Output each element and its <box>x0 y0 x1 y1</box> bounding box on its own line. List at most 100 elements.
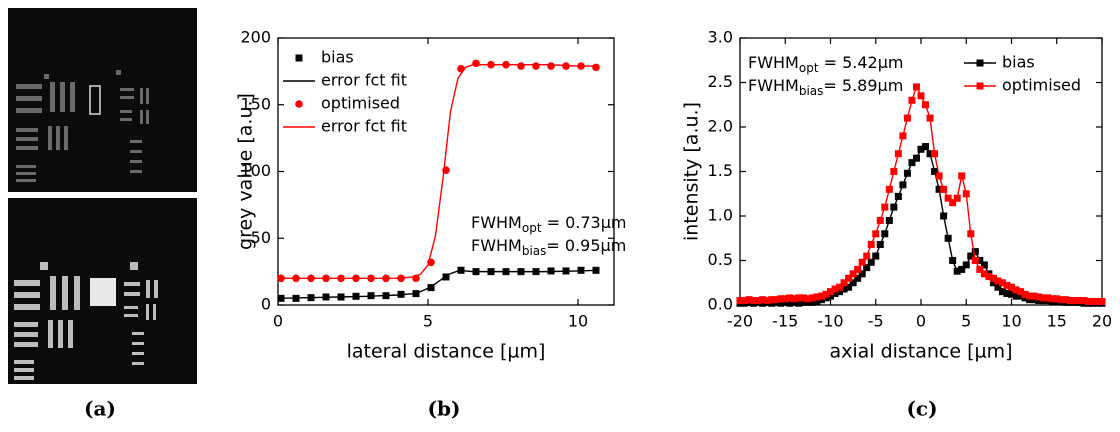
annotation-subscript: opt <box>522 221 542 235</box>
marker <box>876 216 884 224</box>
marker <box>1048 295 1056 303</box>
marker <box>799 298 807 306</box>
marker <box>931 150 939 158</box>
marker <box>980 270 988 278</box>
marker <box>781 298 789 306</box>
y-tick-label: 50 <box>251 228 271 247</box>
marker <box>1003 281 1011 289</box>
legend-label: optimised <box>1002 76 1081 95</box>
marker <box>867 240 875 248</box>
marker <box>786 299 794 307</box>
annotation-suffix: = 0.95µm <box>546 236 626 255</box>
marker <box>894 192 902 200</box>
marker <box>912 83 920 91</box>
image-bottom-pattern <box>14 262 158 380</box>
marker <box>854 265 862 273</box>
marker <box>953 194 961 202</box>
marker <box>944 234 952 242</box>
marker <box>931 168 939 175</box>
series-line <box>278 64 599 279</box>
marker <box>1089 297 1097 305</box>
marker <box>831 285 839 293</box>
marker <box>863 252 871 260</box>
marker <box>944 194 952 202</box>
legend-label: optimised <box>321 94 400 113</box>
marker <box>1035 293 1043 301</box>
marker <box>894 150 902 158</box>
marker <box>967 230 975 238</box>
x-axis-label: lateral distance [µm] <box>347 341 546 363</box>
annotation-text: FWHM <box>471 213 522 232</box>
marker <box>971 248 979 256</box>
marker <box>813 297 821 305</box>
marker <box>427 284 435 292</box>
marker <box>840 285 848 293</box>
marker <box>1071 297 1079 305</box>
marker <box>854 274 862 282</box>
marker <box>790 295 798 303</box>
marker <box>899 181 907 189</box>
annotation-suffix: = 5.42µm <box>819 53 904 72</box>
marker <box>547 62 555 70</box>
marker <box>840 279 848 287</box>
marker <box>953 267 961 275</box>
series-line <box>740 85 1102 303</box>
annotation-text: FWHM <box>748 76 799 95</box>
marker <box>754 297 762 305</box>
x-tick-label: 0 <box>916 312 926 331</box>
marker <box>998 279 1006 287</box>
marker <box>976 265 984 273</box>
y-tick-label: 1.5 <box>708 161 733 180</box>
marker <box>517 62 525 70</box>
marker <box>872 252 880 260</box>
marker <box>845 274 853 282</box>
marker <box>1075 297 1083 305</box>
marker <box>836 283 844 291</box>
marker <box>457 64 465 73</box>
marker <box>849 270 857 278</box>
annotation: FWHMopt = 0.73µm <box>471 213 627 235</box>
y-tick-label: 0 <box>261 295 271 314</box>
marker <box>912 154 920 162</box>
marker <box>1084 297 1092 305</box>
x-tick-label: 20 <box>1092 312 1112 331</box>
marker <box>958 265 966 273</box>
marker <box>867 258 875 266</box>
marker <box>1008 283 1015 291</box>
marker <box>872 230 880 238</box>
marker <box>935 185 943 193</box>
marker <box>827 288 834 296</box>
marker <box>1080 297 1088 305</box>
legend-swatch <box>976 59 984 67</box>
marker <box>917 92 925 100</box>
marker <box>922 143 930 151</box>
marker <box>863 264 871 272</box>
series-line <box>740 145 1102 304</box>
series-line <box>277 269 600 300</box>
y-axis-label: grey value [a.u.] <box>235 93 257 250</box>
marker <box>1030 296 1038 304</box>
marker <box>781 295 789 303</box>
marker <box>836 288 844 296</box>
marker <box>1012 286 1020 294</box>
y-tick-label: 150 <box>240 94 271 113</box>
marker <box>994 283 1002 291</box>
x-tick-label: -5 <box>868 312 884 331</box>
marker <box>926 150 934 158</box>
marker <box>903 114 911 122</box>
annotation-subscript: opt <box>799 61 819 75</box>
annotation-suffix: = 0.73µm <box>542 213 627 232</box>
marker <box>772 296 780 304</box>
y-axis-label: intensity [a.u.] <box>681 102 703 241</box>
y-tick-label: 0.5 <box>708 250 733 269</box>
marker <box>917 145 925 153</box>
x-tick-label: -15 <box>772 312 798 331</box>
x-tick-label: 15 <box>1047 312 1067 331</box>
marker <box>768 296 776 304</box>
annotation-subscript: bias <box>799 84 824 98</box>
marker <box>804 298 812 306</box>
legend-swatch <box>295 100 303 108</box>
marker <box>1003 289 1011 297</box>
marker <box>971 257 979 264</box>
